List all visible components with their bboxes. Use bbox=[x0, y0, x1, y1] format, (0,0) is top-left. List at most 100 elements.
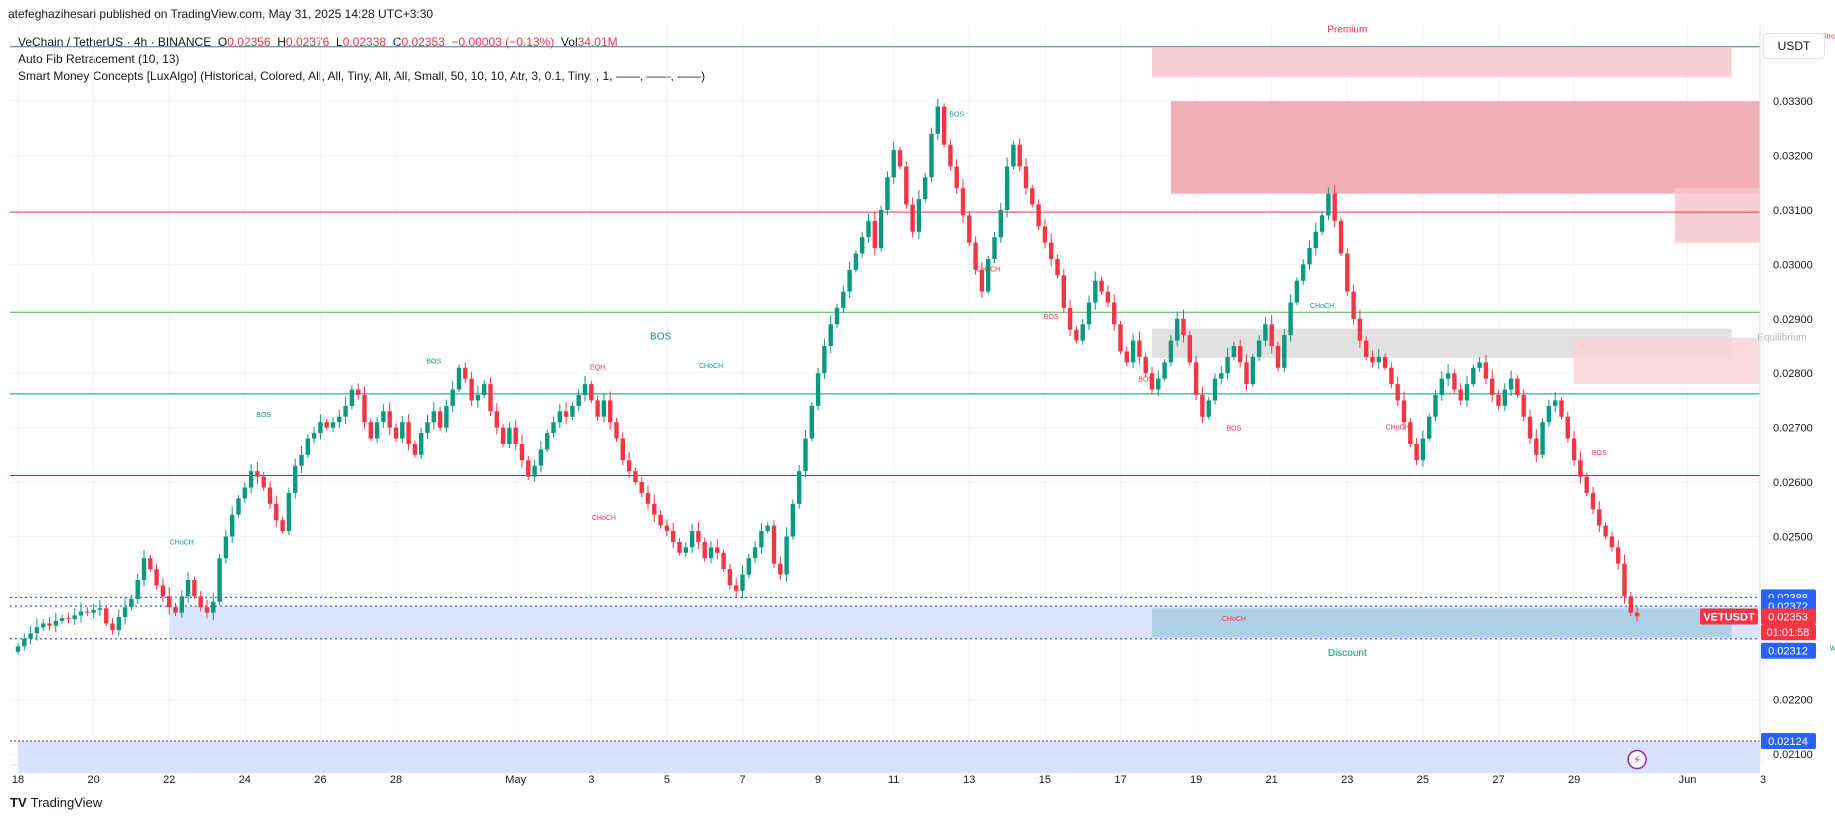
smc-label: BOS bbox=[426, 358, 441, 365]
candle-body bbox=[752, 547, 758, 559]
indicator-smc[interactable]: Smart Money Concepts [LuxAlgo] (Historic… bbox=[18, 69, 706, 83]
candle-body bbox=[727, 569, 733, 586]
smc-label: Strong bbox=[1822, 34, 1835, 41]
candle-body bbox=[1137, 340, 1142, 357]
candle-body bbox=[305, 438, 310, 455]
high-label: H bbox=[277, 35, 286, 49]
candle-body bbox=[1345, 253, 1350, 292]
candle-body bbox=[1370, 356, 1375, 363]
candle-body bbox=[1389, 367, 1394, 385]
indicator-fib[interactable]: Auto Fib Retracement (10, 13) bbox=[18, 52, 180, 66]
x-tick-label: 13 bbox=[963, 774, 975, 786]
candle-body bbox=[286, 492, 292, 532]
candle-body bbox=[608, 400, 613, 423]
candle-body bbox=[387, 411, 392, 428]
x-tick-label: May bbox=[505, 774, 526, 786]
smc-label: Premium bbox=[1327, 25, 1367, 36]
candle-body bbox=[1534, 438, 1539, 455]
candle-body bbox=[299, 454, 304, 466]
candle-body bbox=[1401, 400, 1407, 423]
candle-body bbox=[878, 210, 884, 249]
x-tick-label: 19 bbox=[1190, 774, 1202, 786]
candle-body bbox=[1464, 384, 1470, 401]
candle-body bbox=[979, 269, 985, 292]
candle-body bbox=[1445, 373, 1451, 379]
candle-body bbox=[1628, 596, 1633, 613]
candle-body bbox=[1193, 362, 1199, 395]
candle-body bbox=[1420, 438, 1426, 461]
candle-body bbox=[860, 237, 865, 254]
candle-body bbox=[261, 476, 266, 488]
candle-body bbox=[1156, 378, 1161, 390]
candle-body bbox=[1313, 231, 1318, 249]
candle-body bbox=[1238, 346, 1243, 363]
candle-body bbox=[324, 422, 329, 428]
smc-label: CHoCH bbox=[592, 515, 616, 522]
candle-body bbox=[167, 596, 172, 608]
candle-body bbox=[1118, 324, 1123, 352]
candle-body bbox=[1540, 422, 1545, 455]
candle-body bbox=[15, 646, 21, 652]
candle-body bbox=[248, 471, 254, 488]
close-label: C bbox=[392, 35, 402, 49]
candle-body bbox=[1553, 400, 1558, 406]
candle-body bbox=[803, 438, 808, 472]
zone-box bbox=[1574, 337, 1760, 385]
candle-body bbox=[1597, 509, 1602, 526]
candle-body bbox=[349, 389, 355, 406]
candle-body bbox=[1508, 378, 1514, 390]
y-tick-label: 0.02700 bbox=[1773, 423, 1813, 435]
candle-body bbox=[519, 443, 525, 461]
candle-body bbox=[217, 558, 222, 602]
candle-body bbox=[450, 389, 455, 406]
candle-body bbox=[122, 607, 128, 617]
x-tick-label: 3 bbox=[588, 774, 594, 786]
candle-body bbox=[1162, 362, 1167, 379]
tradingview-brand[interactable]: TV TradingView bbox=[10, 795, 102, 810]
x-tick-label: 9 bbox=[815, 774, 821, 786]
candle-body bbox=[677, 541, 682, 553]
candle-body bbox=[841, 291, 846, 308]
zone-box bbox=[1170, 101, 1760, 194]
candle-body bbox=[1634, 612, 1640, 617]
candle-body bbox=[1124, 351, 1129, 363]
candle-body bbox=[954, 166, 959, 189]
x-tick-label: 5 bbox=[664, 774, 670, 786]
candle-body bbox=[797, 471, 802, 504]
candle-body bbox=[1168, 340, 1174, 363]
candle-body bbox=[78, 611, 84, 616]
candle-body bbox=[192, 580, 197, 597]
y-tick-label: 0.02900 bbox=[1773, 314, 1813, 326]
symbol-name[interactable]: VeChain / TetherUS · 4h · BINANCE bbox=[18, 35, 212, 49]
x-tick-label: 22 bbox=[163, 774, 175, 786]
candle-body bbox=[318, 422, 323, 434]
candle-body bbox=[891, 150, 896, 178]
candle-body bbox=[1376, 356, 1381, 363]
candle-body bbox=[255, 471, 260, 477]
candle-body bbox=[412, 443, 418, 455]
zone-box bbox=[1674, 188, 1760, 243]
y-tick-label: 0.02500 bbox=[1773, 531, 1813, 543]
candle-body bbox=[683, 547, 688, 553]
candle-body bbox=[267, 487, 273, 504]
candle-body bbox=[230, 514, 235, 537]
candle-body bbox=[154, 569, 159, 586]
candle-body bbox=[337, 416, 342, 423]
candle-body bbox=[173, 607, 178, 613]
zone-box bbox=[1152, 47, 1732, 78]
candle-body bbox=[34, 627, 40, 634]
price-tag-label: 0.02312 bbox=[1768, 646, 1808, 658]
candle-body bbox=[1338, 220, 1344, 254]
candle-body bbox=[1256, 340, 1262, 357]
legend-symbol-row[interactable]: VeChain / TetherUS · 4h · BINANCE O0.023… bbox=[18, 34, 705, 51]
candle-body bbox=[1244, 362, 1249, 385]
candle-body bbox=[463, 367, 468, 379]
candle-body bbox=[941, 106, 947, 145]
candle-body bbox=[885, 177, 890, 210]
candle-body bbox=[1011, 144, 1016, 167]
x-tick-label: 11 bbox=[888, 774, 899, 786]
candle-body bbox=[1616, 547, 1621, 564]
candle-body bbox=[97, 608, 103, 610]
currency-button[interactable]: USDT bbox=[1763, 33, 1825, 59]
